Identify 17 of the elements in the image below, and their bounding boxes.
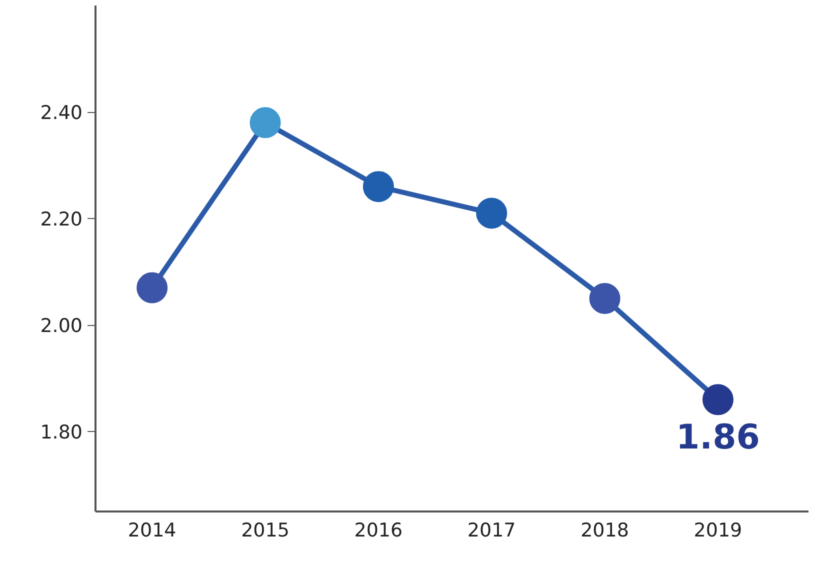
x-tick-label: 2015: [241, 520, 290, 542]
y-tick-label: 2.00: [40, 315, 83, 338]
x-tick-label: 2014: [128, 520, 176, 542]
x-tick-label: 2019: [694, 520, 742, 542]
point: [476, 198, 508, 229]
y-tick-label: 2.40: [40, 102, 83, 124]
point: [250, 107, 281, 138]
point: [362, 171, 394, 202]
data-label: 1.86: [676, 418, 760, 458]
point: [589, 282, 620, 314]
point: [136, 272, 168, 304]
point: [702, 384, 734, 416]
y-tick-label: 1.80: [40, 422, 83, 444]
x-tick-label: 2016: [354, 520, 403, 542]
x-tick-label: 2017: [467, 520, 516, 542]
y-tick-label: 2.20: [40, 208, 83, 231]
x-tick-label: 2018: [580, 520, 629, 542]
